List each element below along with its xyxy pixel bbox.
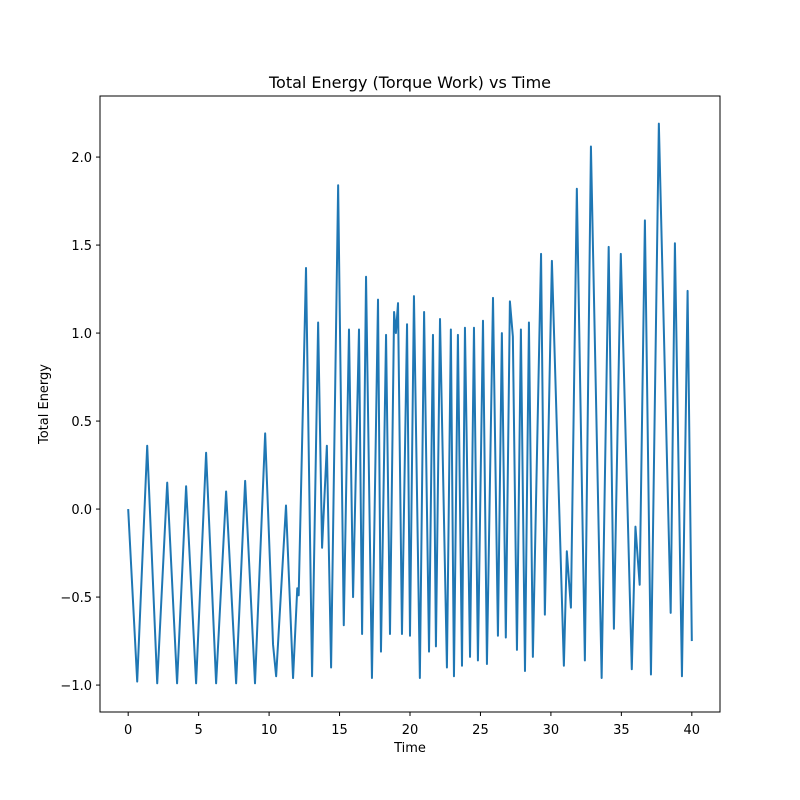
y-tick-label: 0.0 [71,503,92,518]
x-tick-label: 25 [472,723,489,738]
x-tick-label: 0 [124,723,132,738]
chart-title: Total Energy (Torque Work) vs Time [268,73,551,92]
y-tick-label: 1.0 [71,327,92,342]
plot-frame [99,95,721,713]
x-tick-label: 5 [194,723,202,738]
x-tick-label: 40 [684,723,701,738]
y-axis-label: Total Energy [37,364,52,445]
x-axis-label: Time [393,741,426,756]
x-tick-label: 15 [331,723,348,738]
y-tick-label: 1.5 [71,239,92,254]
x-tick-label: 10 [261,723,278,738]
y-tick-label: 2.0 [71,151,92,166]
x-tick-label: 35 [613,723,630,738]
data-line [127,122,693,685]
x-tick-label: 20 [402,723,419,738]
y-tick-label: −0.5 [60,591,92,606]
x-tick-label: 30 [543,723,560,738]
y-tick-label: 0.5 [71,415,92,430]
y-tick-label: −1.0 [60,679,92,694]
